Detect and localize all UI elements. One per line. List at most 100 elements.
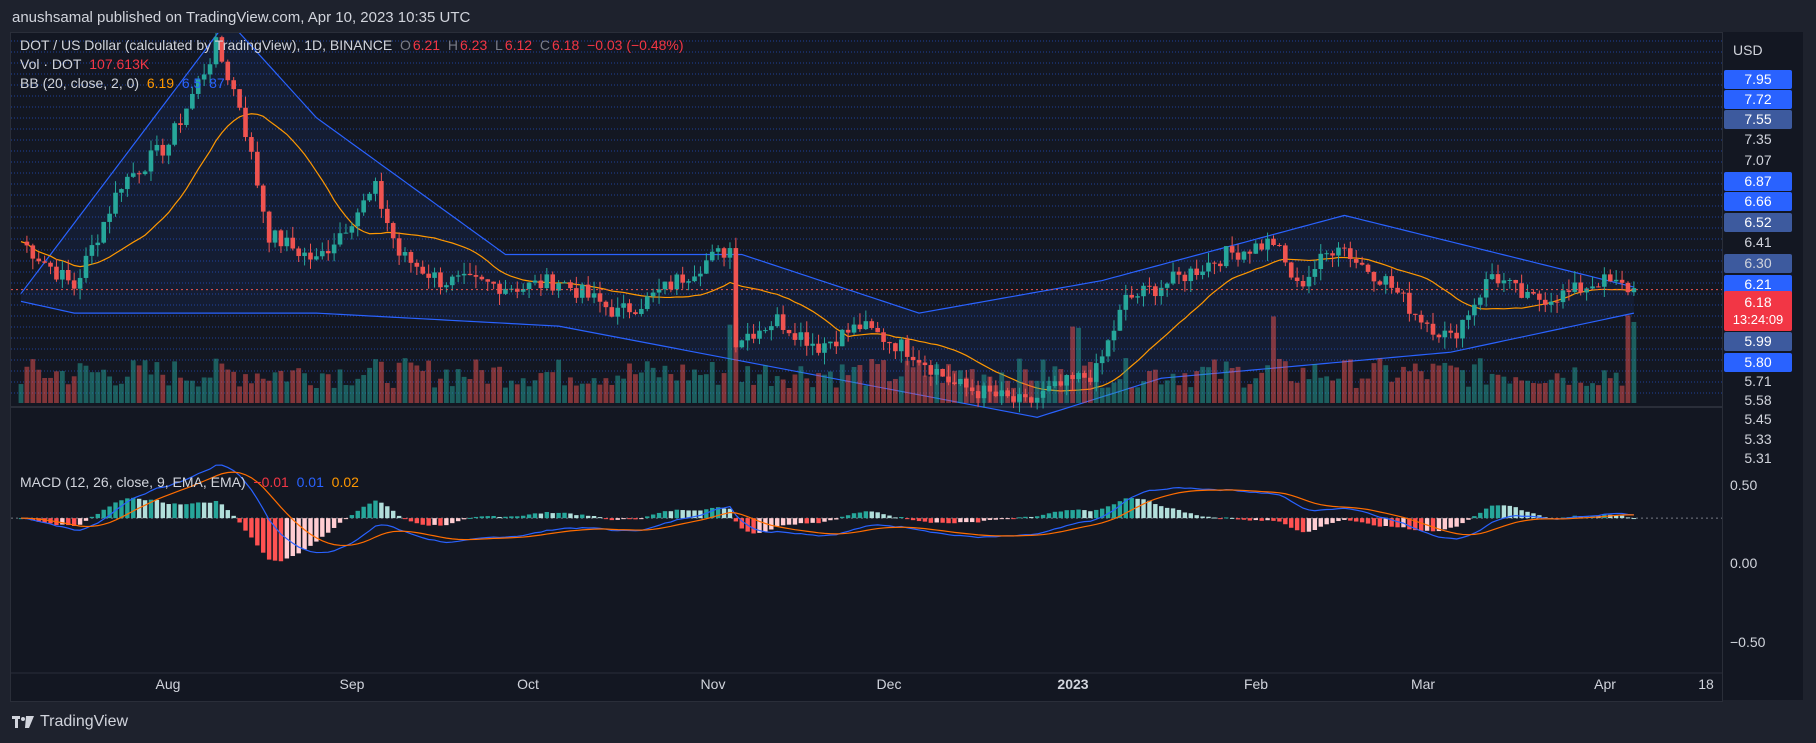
macd-histogram-bar: [1483, 508, 1489, 519]
volume-bar: [24, 366, 30, 403]
volume-bar: [774, 376, 780, 403]
macd-histogram-bar: [1312, 518, 1318, 530]
volume-bar: [83, 365, 89, 403]
volume-bar: [1613, 372, 1619, 403]
macd-histogram-bar: [627, 518, 632, 520]
volume-bar: [337, 369, 343, 403]
macd-histogram-bar: [1318, 518, 1323, 527]
volume-bar: [54, 371, 59, 403]
macd-histogram-bar: [1300, 518, 1306, 533]
volume-bar: [1135, 387, 1141, 403]
macd-histogram-bar: [272, 518, 278, 561]
candle-body: [650, 292, 656, 297]
volume-bar: [343, 385, 349, 403]
volume-bar: [816, 373, 821, 403]
volume-bar: [278, 370, 284, 403]
volume-bar: [591, 378, 597, 403]
macd-histogram-bar: [934, 518, 939, 523]
publisher-line: anushsamal published on TradingView.com,…: [12, 9, 471, 26]
volume-bar: [260, 378, 266, 403]
candle-body: [568, 282, 573, 289]
candle-body: [266, 211, 272, 243]
candle-body: [1058, 381, 1064, 386]
volume-bar: [1259, 372, 1265, 403]
macd-histogram-bar: [402, 518, 408, 520]
candle-body: [857, 324, 863, 330]
macd-histogram-bar: [1466, 518, 1471, 520]
macd-histogram-bar: [1064, 510, 1069, 519]
volume-bar: [1123, 358, 1129, 403]
candle-body: [119, 189, 124, 193]
macd-histogram-bar: [621, 518, 626, 520]
chart-area[interactable]: [10, 32, 1723, 702]
symbol-title: DOT / US Dollar (calculated by TradingVi…: [20, 37, 393, 53]
volume-bar: [308, 385, 313, 403]
candle-body: [692, 276, 697, 282]
candle-body: [30, 245, 36, 259]
volume-bar: [1513, 377, 1519, 403]
candle-body: [579, 284, 585, 298]
volume-bar: [402, 358, 408, 403]
macd-histogram-bar: [733, 518, 739, 522]
volume-bar: [195, 386, 201, 403]
macd-histogram-bar: [314, 518, 319, 542]
volume-bar: [621, 378, 627, 403]
volume-bar: [928, 376, 934, 403]
candle-body: [520, 288, 526, 292]
macd-histogram-bar: [1371, 518, 1377, 526]
chart-svg[interactable]: [11, 33, 1722, 701]
candle-body: [1619, 279, 1625, 283]
candle-body: [1454, 332, 1459, 339]
candle-body: [1407, 292, 1412, 314]
candle-body: [1578, 282, 1584, 293]
volume-bar: [798, 366, 804, 403]
candle-body: [798, 332, 804, 340]
volume-bar: [213, 358, 219, 403]
volume-bar: [461, 376, 467, 403]
volume-bar: [703, 374, 709, 403]
macd-histogram-bar: [999, 518, 1004, 520]
candle-body: [302, 252, 307, 257]
macd-histogram-bar: [1495, 505, 1501, 519]
candle-body: [1631, 288, 1637, 293]
macd-histogram-bar: [172, 503, 177, 519]
time-axis-label: Dec: [876, 676, 902, 692]
volume-bar: [1277, 358, 1282, 403]
macd-histogram-bar: [231, 515, 236, 519]
volume-bar: [1070, 326, 1076, 403]
volume-bar: [89, 372, 95, 403]
candle-body: [396, 238, 402, 256]
macd-histogram-bar: [1395, 518, 1400, 528]
candle-body: [42, 261, 47, 263]
candle-body: [1566, 290, 1572, 292]
volume-bar: [822, 374, 827, 403]
macd-histogram-bar: [650, 514, 656, 519]
volume-bar: [532, 380, 538, 403]
volume-bar: [302, 373, 307, 403]
volume-bar: [443, 369, 449, 403]
macd-histogram-bar: [1023, 516, 1028, 519]
price-tick-label: 6.41: [1744, 234, 1772, 250]
volume-bar: [497, 366, 502, 403]
volume-value: 107.613K: [89, 56, 150, 72]
volume-bar: [485, 383, 491, 403]
macd-histogram-bar: [1277, 518, 1282, 522]
volume-bar: [284, 381, 290, 403]
macd-histogram-bar: [207, 502, 213, 519]
macd-histogram-bar: [1017, 517, 1022, 519]
candle-body: [621, 303, 626, 308]
volume-bar: [650, 367, 656, 403]
volume-bar: [1572, 367, 1578, 403]
volume-bar: [786, 387, 792, 403]
candle-body: [473, 275, 479, 277]
macd-histogram-bar: [615, 518, 620, 520]
candle-body: [24, 241, 30, 246]
macd-histogram-bar: [798, 518, 804, 524]
candle-body: [54, 266, 59, 280]
candle-body: [828, 341, 833, 344]
volume-bar: [780, 379, 786, 403]
candle-body: [904, 339, 910, 357]
candle-body: [449, 276, 455, 286]
candle-body: [686, 281, 691, 283]
volume-bar: [1164, 380, 1170, 403]
